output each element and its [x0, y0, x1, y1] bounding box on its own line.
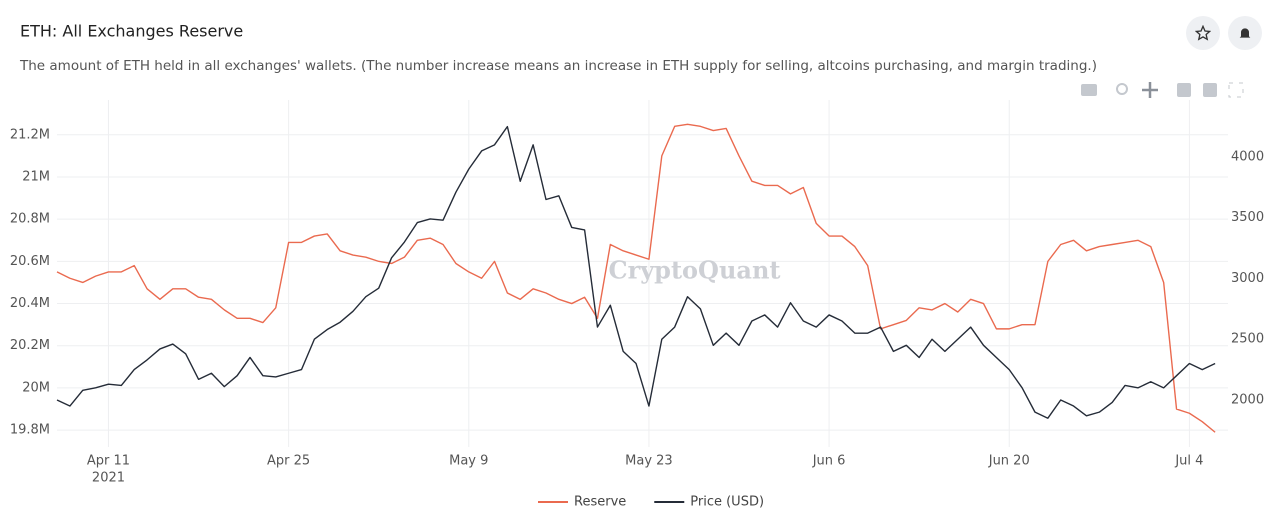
bell-icon — [1239, 28, 1251, 39]
legend-label: Reserve — [574, 495, 626, 510]
x-tick-label: Apr 25 — [267, 454, 310, 469]
star-icon — [1195, 25, 1211, 41]
y2-tick-label: 2500 — [1231, 332, 1264, 347]
legend-label: Price (USD) — [690, 495, 764, 510]
pan-icon[interactable] — [1142, 82, 1158, 98]
x-tick-label: May 9 — [449, 454, 488, 469]
y-tick-label: 21M — [22, 169, 50, 184]
x-tick-year: 2021 — [92, 471, 125, 486]
x-tick-label: Jun 20 — [988, 454, 1030, 469]
x-tick-label: Apr 11 — [87, 454, 130, 469]
legend-item[interactable]: Price (USD) — [654, 495, 764, 510]
y-tick-label: 20.6M — [10, 254, 50, 269]
zoom-in-icon[interactable] — [1177, 83, 1191, 97]
x-tick-label: Jul 4 — [1174, 454, 1203, 469]
y-tick-label: 21.2M — [10, 127, 50, 142]
y2-tick-label: 2000 — [1231, 392, 1264, 407]
y2-tick-label: 3000 — [1231, 271, 1264, 286]
alert-button[interactable] — [1228, 16, 1262, 50]
chart-subtitle: The amount of ETH held in all exchanges'… — [19, 58, 1097, 74]
camera-icon[interactable] — [1081, 84, 1097, 96]
zoom-out-icon[interactable] — [1203, 83, 1217, 97]
toolbar — [1081, 82, 1244, 98]
chart-title: ETH: All Exchanges Reserve — [20, 22, 243, 41]
x-tick-label: Jun 6 — [812, 454, 846, 469]
y2-tick-label: 4000 — [1231, 149, 1264, 164]
y-tick-label: 20.4M — [10, 296, 50, 311]
y-tick-label: 20.8M — [10, 212, 50, 227]
watermark: CryptoQuant — [608, 256, 780, 285]
legend-item[interactable]: Reserve — [538, 495, 626, 510]
series-line — [56, 125, 1216, 419]
series-line — [56, 123, 1216, 433]
favorite-button[interactable] — [1186, 16, 1220, 50]
y-tick-label: 20M — [22, 380, 50, 395]
zoom-icon[interactable] — [1116, 83, 1128, 95]
y2-tick-label: 3500 — [1231, 210, 1264, 225]
y-tick-label: 20.2M — [10, 338, 50, 353]
reset-icon[interactable] — [1228, 82, 1244, 98]
y-tick-label: 19.8M — [10, 423, 50, 438]
x-tick-label: May 23 — [625, 454, 673, 469]
